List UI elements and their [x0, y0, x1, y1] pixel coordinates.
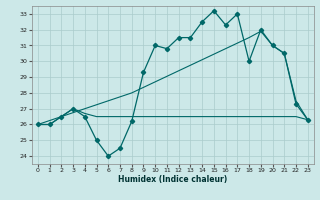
X-axis label: Humidex (Indice chaleur): Humidex (Indice chaleur): [118, 175, 228, 184]
